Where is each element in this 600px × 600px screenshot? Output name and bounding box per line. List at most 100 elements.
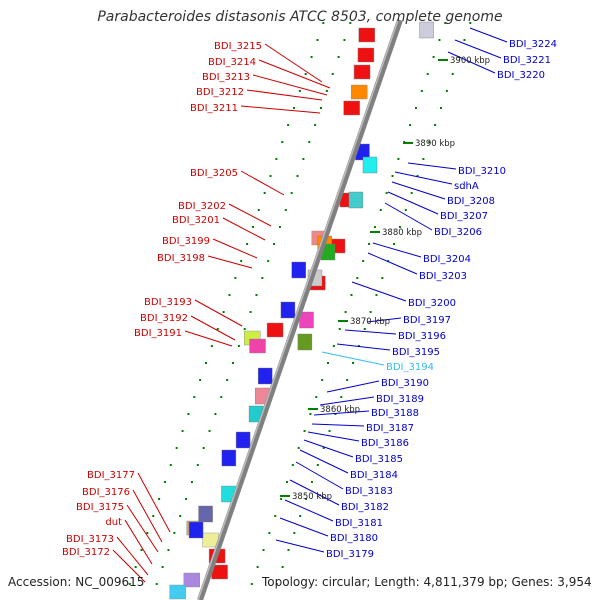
gene-label-right: BDI_3224: [509, 39, 557, 50]
gene-label-left: BDI_3215: [214, 41, 262, 52]
tick-dot: [228, 294, 231, 296]
page-title: Parabacteroides distasonis ATCC 8503, co…: [97, 9, 503, 25]
tick-dot: [404, 209, 407, 211]
genome-backbone-highlight: [197, 19, 399, 600]
tick-dot: [287, 124, 290, 126]
gene-label-left: BDI_3193: [144, 297, 192, 308]
gene-forward: [266, 322, 284, 338]
tick-dot: [343, 39, 346, 41]
tick-dot: [368, 243, 371, 245]
tick-dot: [287, 549, 290, 551]
leader-line: [126, 504, 159, 553]
gene-label-left: BDI_3172: [62, 547, 110, 558]
tick-dot: [226, 379, 229, 381]
gene-label-left: BDI_3177: [87, 470, 135, 481]
tick-dot: [310, 56, 313, 58]
tick-dot: [314, 124, 317, 126]
leader-line: [307, 431, 360, 442]
tick-dot: [202, 447, 205, 449]
tick-dot: [187, 413, 190, 415]
gene-labels: BDI_3215 BDI_3214 BDI_3213 BDI_3212 BDI_3211…: [62, 39, 557, 560]
leader-line: [454, 39, 502, 59]
gene-label-right: BDI_3204: [423, 254, 471, 265]
tick-dot: [290, 192, 293, 194]
gene-forward: [357, 47, 375, 63]
gene-reverse: [280, 301, 296, 319]
gene-label-left: BDI_3175: [76, 502, 124, 513]
gene-forward: [183, 572, 201, 588]
genome-backbone: [197, 19, 403, 600]
tick-dot: [262, 549, 265, 551]
tick-dot: [181, 430, 184, 432]
gene-forward: [350, 84, 368, 100]
gene-label-right: BDI_3207: [440, 211, 488, 222]
tick-dot: [268, 532, 271, 534]
leader-line: [321, 351, 385, 366]
tick-dot: [414, 107, 417, 109]
tick-dot: [169, 464, 172, 466]
tick-dot: [193, 396, 196, 398]
leader-line: [112, 549, 146, 583]
leader-line: [184, 330, 233, 347]
tick-dot: [299, 515, 302, 517]
tick-dot: [190, 481, 193, 483]
tick-dot: [385, 192, 388, 194]
tick-dot: [216, 328, 219, 330]
tick-dot: [422, 158, 425, 160]
tick-dot: [255, 294, 258, 296]
tick-dot: [263, 192, 266, 194]
tick-dot: [158, 498, 161, 500]
leader-line: [372, 242, 422, 258]
tick-dot: [428, 141, 431, 143]
gene-label-right: BDI_3197: [403, 315, 451, 326]
gene-label-left: BDI_3192: [140, 313, 188, 324]
leader-line: [252, 74, 328, 96]
leader-line: [240, 105, 321, 114]
tick-dot: [309, 413, 312, 415]
tick-dot: [284, 209, 287, 211]
tick-dot: [185, 498, 188, 500]
tick-dot: [305, 498, 308, 500]
gene-reverse: [257, 367, 273, 385]
tick-dot: [302, 158, 305, 160]
gene-reverse: [362, 156, 378, 174]
tick-dot: [234, 277, 237, 279]
leader-line: [222, 217, 266, 241]
leader-line: [394, 171, 453, 185]
kbp-label: 3870 kbp: [350, 317, 390, 327]
leader-line: [116, 536, 149, 576]
tick-dot: [420, 90, 423, 92]
tick-dot: [134, 566, 137, 568]
tick-dot: [332, 345, 335, 347]
leader-line: [384, 202, 433, 231]
tick-dot: [269, 175, 272, 177]
gene-label-right: BDI_3179: [326, 549, 374, 560]
tick-dot: [297, 447, 300, 449]
leader-line: [311, 423, 365, 427]
tick-dot: [281, 566, 284, 568]
gene-label-right: sdhA: [454, 181, 479, 192]
tick-dot: [334, 413, 337, 415]
leader-line: [240, 170, 285, 196]
kbp-label: 3880 kbp: [382, 228, 422, 238]
tick-dot: [167, 549, 170, 551]
gene-label-left: BDI_3213: [202, 72, 250, 83]
leader-line: [124, 519, 153, 565]
leader-line: [313, 410, 370, 416]
tick-dot: [275, 158, 278, 160]
leader-line: [258, 59, 331, 89]
tick-dot: [278, 226, 281, 228]
tick-dot: [285, 481, 288, 483]
gene-label-left: BDI_3198: [157, 253, 205, 264]
gene-label-right: BDI_3221: [503, 55, 551, 66]
gene-label-left: BDI_3191: [134, 328, 182, 339]
gene-label-right: BDI_3206: [434, 227, 482, 238]
gene-label-left: BDI_3201: [172, 215, 220, 226]
leader-line: [336, 343, 391, 351]
gene-label-right: BDI_3183: [345, 486, 393, 497]
tick-dot: [246, 243, 249, 245]
tick-dot: [267, 260, 270, 262]
gene-label-right: BDI_3185: [355, 454, 403, 465]
leader-line: [387, 191, 439, 215]
